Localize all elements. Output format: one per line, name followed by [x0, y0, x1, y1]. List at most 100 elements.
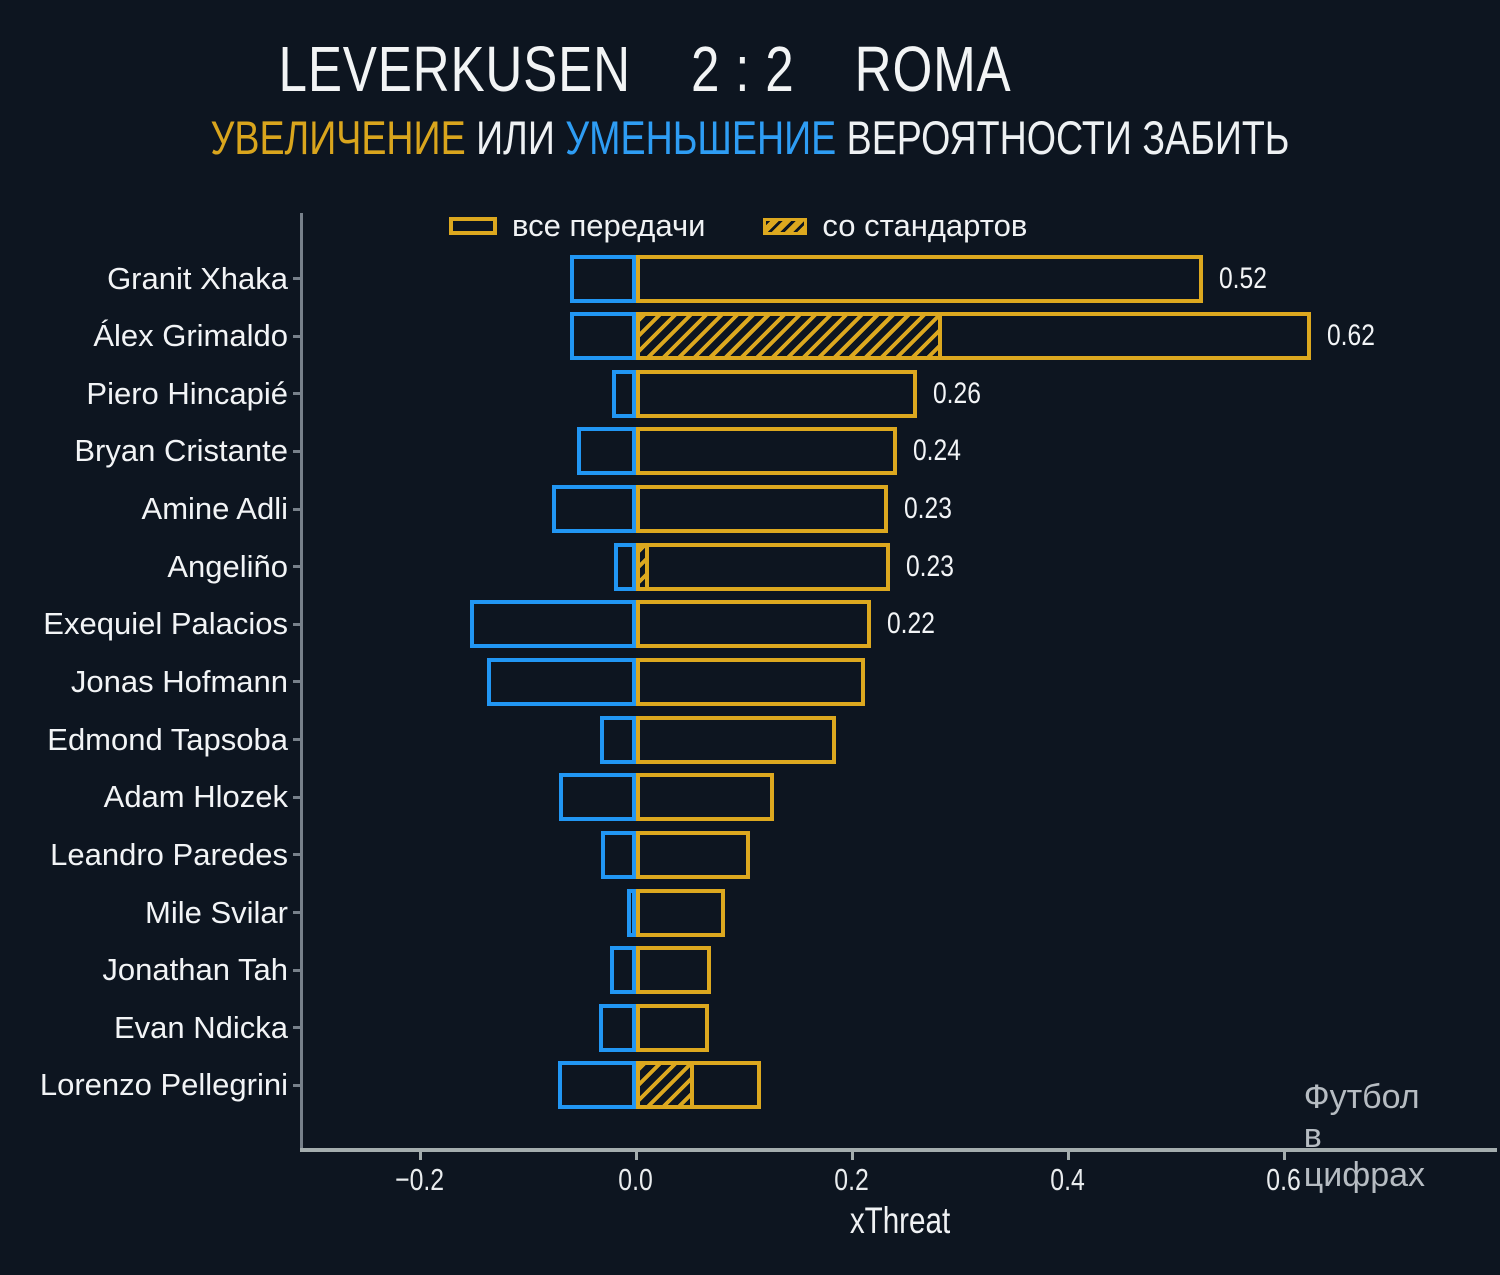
value-label: 0.22 [887, 604, 945, 644]
subtitle-part: ВЕРОЯТНОСТИ ЗАБИТЬ [836, 111, 1290, 164]
bar-negative [570, 312, 636, 361]
legend-swatch-all-passes-icon [449, 217, 497, 235]
x-tick-label-text: 0.4 [1050, 1162, 1086, 1197]
legend-label-set-pieces: со стандартов [822, 208, 1028, 243]
bar-negative [627, 888, 636, 937]
y-tick [293, 334, 301, 338]
x-tick [418, 1152, 422, 1160]
value-label-text: 0.26 [932, 376, 981, 410]
y-tick [293, 968, 301, 972]
bar-negative [559, 773, 636, 822]
player-label: Amine Adli [141, 491, 288, 527]
value-label: 0.26 [933, 374, 991, 414]
subtitle-part: УМЕНЬШЕНИЕ [565, 111, 837, 164]
bar-negative [614, 542, 636, 591]
bar-positive [636, 657, 865, 706]
y-tick [293, 853, 301, 857]
x-tick [1282, 1152, 1286, 1160]
y-tick [293, 911, 301, 915]
player-label: Edmond Tapsoba [47, 721, 288, 757]
bar-positive [636, 369, 917, 418]
y-tick [293, 1083, 301, 1087]
bar-negative [576, 427, 636, 476]
x-tick [1066, 1152, 1070, 1160]
player-label: Angeliño [167, 548, 288, 584]
bar-positive [636, 427, 898, 476]
legend-swatch-set-pieces-icon [763, 217, 808, 235]
bar-positive [636, 773, 775, 822]
y-tick [293, 680, 301, 684]
bar-positive [636, 312, 1311, 361]
player-label: Adam Hlozek [103, 779, 288, 815]
page-title-text: LEVERKUSEN 2 : 2 ROMA [278, 33, 1012, 105]
legend-label-all-passes: все передачи [512, 208, 706, 243]
bar-positive [636, 254, 1203, 303]
bar-negative [601, 830, 636, 879]
page-title: LEVERKUSEN 2 : 2 ROMA [187, 32, 1103, 106]
x-tick-label: 0.6 [1224, 1162, 1344, 1198]
bar-negative [612, 369, 636, 418]
y-tick [293, 795, 301, 799]
player-label: Jonas Hofmann [70, 663, 288, 699]
y-tick [293, 449, 301, 453]
x-axis-title: xThreat [837, 1200, 962, 1242]
x-tick [850, 1152, 854, 1160]
value-label: 0.52 [1219, 259, 1277, 299]
bar-positive [636, 600, 872, 649]
value-label: 0.23 [904, 489, 962, 529]
y-tick [293, 565, 301, 569]
bar-positive [636, 1003, 710, 1052]
y-tick [293, 392, 301, 396]
y-tick [293, 622, 301, 626]
player-label: Bryan Cristante [74, 433, 288, 469]
subtitle-part: УВЕЛИЧЕНИЕ [210, 111, 466, 164]
value-label-text: 0.23 [905, 549, 954, 583]
bar-negative [469, 600, 636, 649]
x-tick-label-text: 0.6 [1266, 1162, 1302, 1197]
bar-positive [636, 485, 888, 534]
player-label: Granit Xhaka [107, 260, 288, 296]
value-label-text: 0.22 [887, 607, 936, 641]
bar-positive [636, 1061, 762, 1110]
value-label-text: 0.23 [903, 492, 952, 526]
player-label: Mile Svilar [145, 894, 288, 930]
y-tick [293, 1026, 301, 1030]
subtitle-part: ИЛИ [465, 111, 566, 164]
bar-negative [486, 657, 636, 706]
y-axis-spine [300, 213, 303, 1152]
y-tick [293, 507, 301, 511]
bar-positive [636, 946, 711, 995]
x-axis-title-text: xThreat [849, 1200, 951, 1241]
player-label: Álex Grimaldo [93, 318, 288, 354]
bar-positive [636, 715, 836, 764]
bar-negative [570, 254, 636, 303]
x-tick [634, 1152, 638, 1160]
legend: все передачи со стандартов [449, 208, 1028, 243]
value-label-text: 0.52 [1219, 261, 1267, 295]
bar-positive [636, 888, 725, 937]
value-label: 0.24 [913, 431, 971, 471]
bar-negative [610, 946, 636, 995]
x-axis-line [300, 1148, 1497, 1152]
y-tick [293, 277, 301, 280]
player-label: Lorenzo Pellegrini [39, 1067, 288, 1103]
bar-negative [551, 485, 636, 534]
value-label-text: 0.24 [913, 434, 962, 468]
x-tick-label: −0.2 [360, 1162, 480, 1198]
bar-negative [600, 715, 636, 764]
x-tick-label-text: 0.2 [834, 1162, 870, 1197]
x-tick-label: 0.2 [792, 1162, 912, 1198]
player-label: Leandro Paredes [50, 836, 288, 872]
x-tick-label-text: −0.2 [395, 1162, 445, 1197]
value-label: 0.62 [1327, 316, 1385, 356]
bar-positive [636, 542, 890, 591]
bar-positive [636, 830, 751, 879]
chart-subtitle-text: УВЕЛИЧЕНИЕ ИЛИ УМЕНЬШЕНИЕ ВЕРОЯТНОСТИ ЗА… [211, 110, 1290, 165]
value-label-text: 0.62 [1327, 319, 1375, 353]
x-tick-label-text: 0.0 [618, 1162, 654, 1197]
player-label: Jonathan Tah [102, 952, 288, 988]
player-label: Piero Hincapié [86, 375, 288, 411]
x-tick-label: 0.4 [1008, 1162, 1128, 1198]
value-label: 0.23 [906, 547, 964, 587]
